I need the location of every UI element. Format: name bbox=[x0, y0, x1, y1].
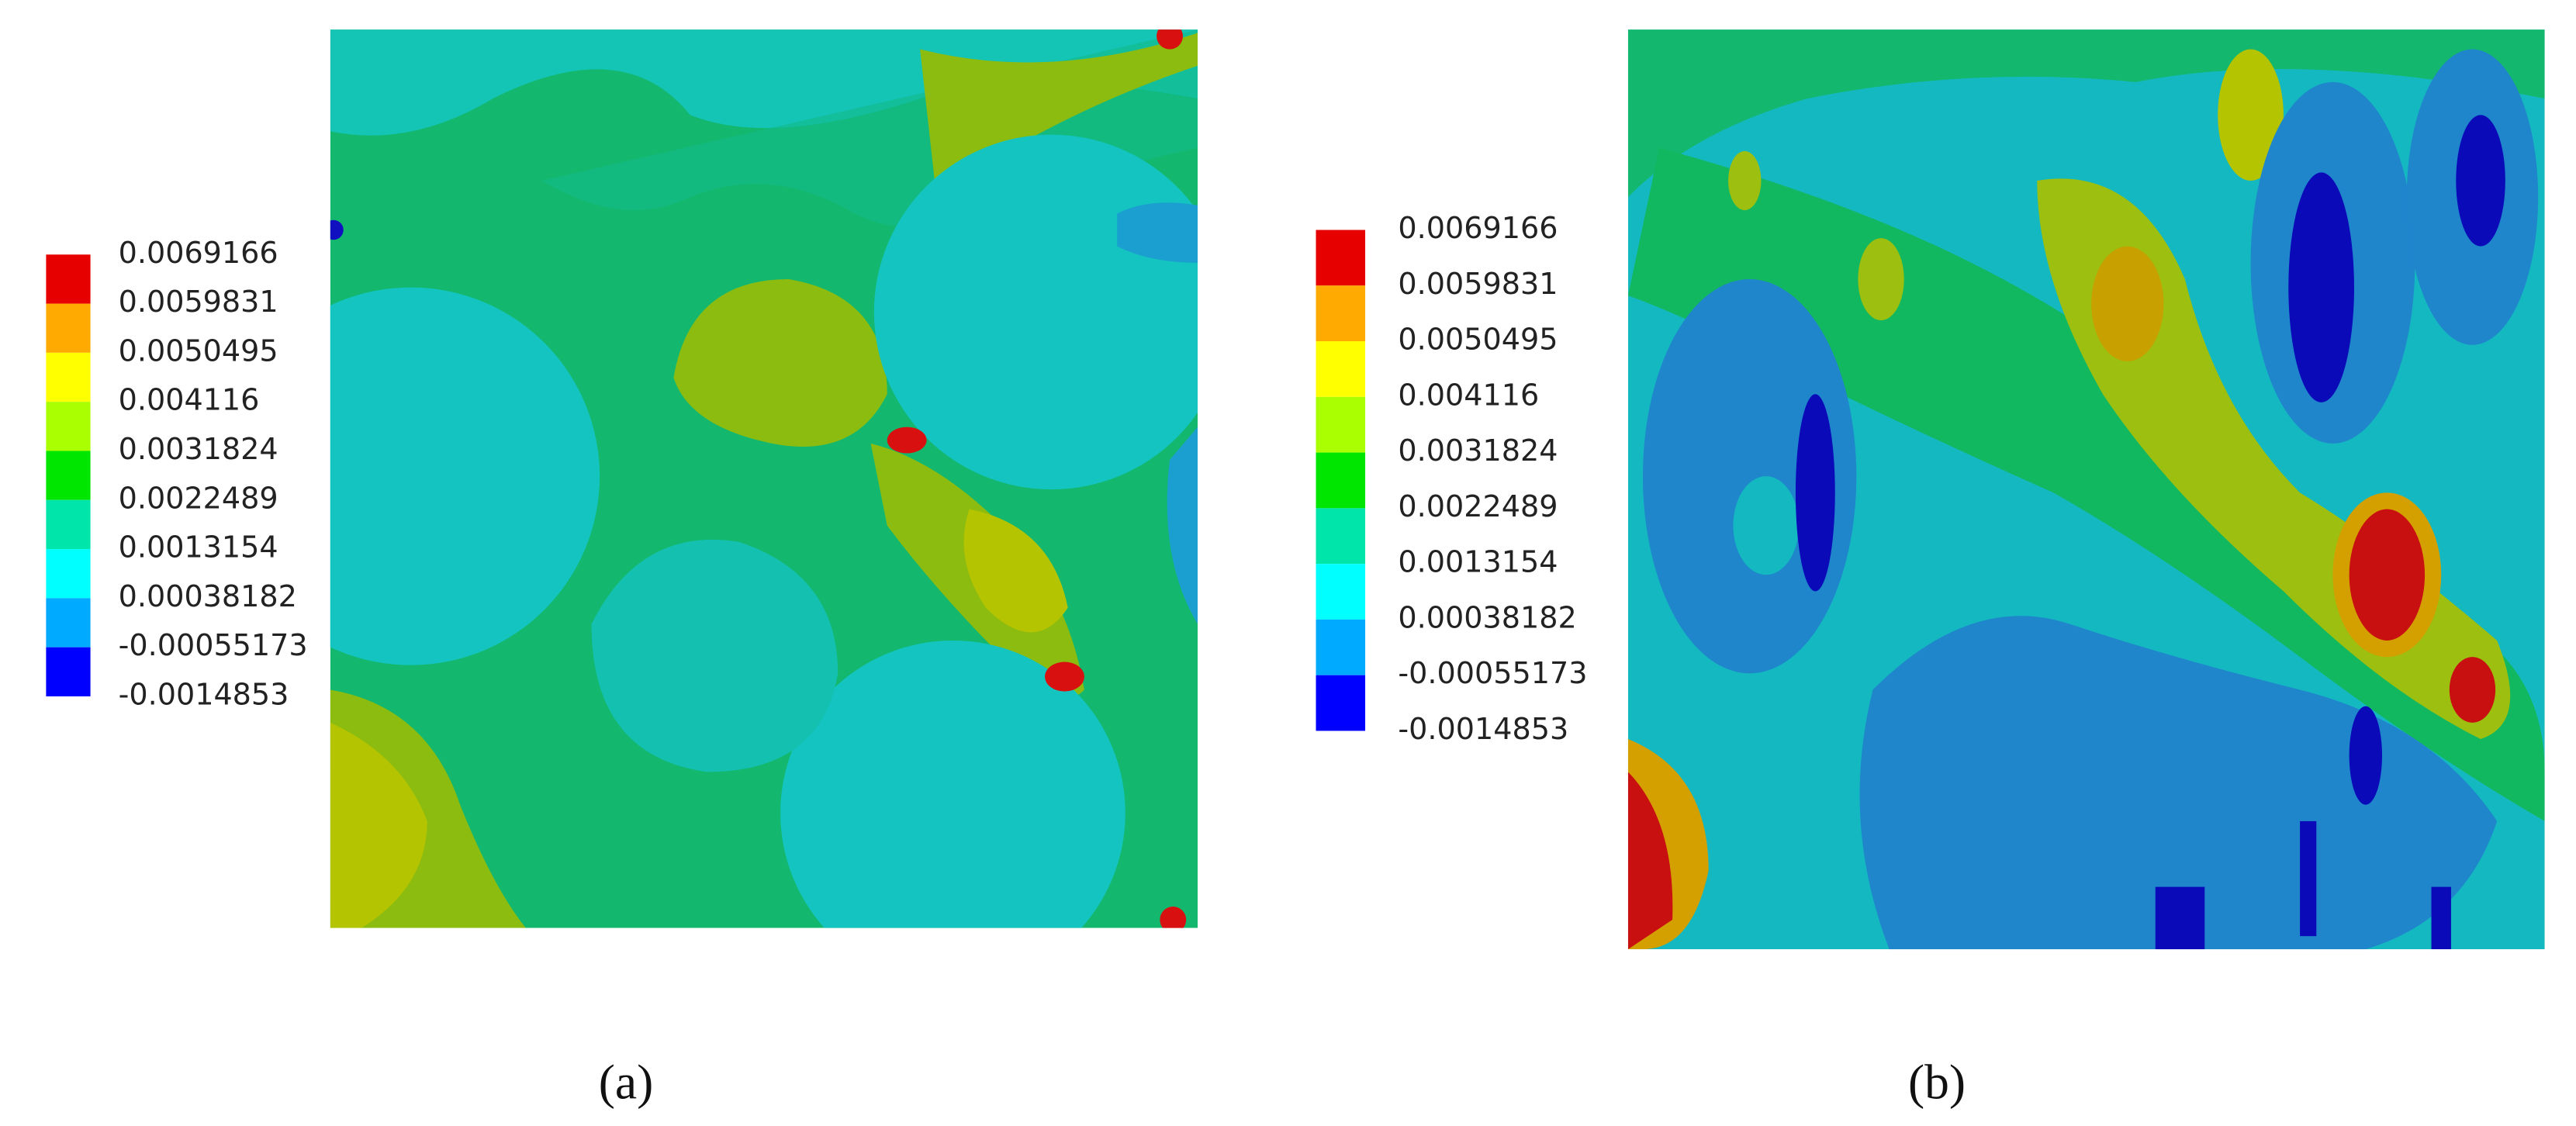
legend-label: 0.0059831 bbox=[119, 285, 278, 319]
contour-plot-b bbox=[1627, 29, 2545, 950]
legend-label: 0.00038182 bbox=[119, 579, 297, 613]
legend-swatch bbox=[46, 254, 91, 304]
legend-label: 0.0031824 bbox=[1398, 433, 1558, 468]
panel-caption: (a) bbox=[599, 1055, 654, 1110]
legend-swatch bbox=[1316, 564, 1366, 620]
legend-label: 0.0050495 bbox=[1398, 323, 1558, 357]
legend-label: 0.00038182 bbox=[1398, 600, 1576, 634]
legend-label: 0.0013154 bbox=[1398, 545, 1558, 579]
legend-swatch bbox=[46, 352, 91, 402]
legend-label: -0.0014853 bbox=[1398, 712, 1568, 746]
legend-swatch bbox=[1316, 452, 1366, 509]
legend-label: 0.0069166 bbox=[1398, 211, 1558, 245]
legend-label: 0.0069166 bbox=[119, 236, 278, 270]
legend-swatch bbox=[1316, 341, 1366, 397]
legend-swatch bbox=[46, 451, 91, 500]
legend-label: -0.00055173 bbox=[119, 628, 308, 662]
legend-label: 0.0059831 bbox=[1398, 267, 1558, 301]
legend-swatch bbox=[46, 303, 91, 353]
legend-swatch bbox=[1316, 396, 1366, 453]
legend-label: 0.0031824 bbox=[119, 432, 278, 466]
legend-swatch bbox=[46, 499, 91, 550]
legend-label: -0.00055173 bbox=[1398, 656, 1587, 690]
legend-label: 0.004116 bbox=[1398, 378, 1539, 412]
legend-label: 0.0022489 bbox=[119, 481, 278, 515]
legend-label: 0.0050495 bbox=[119, 333, 278, 368]
legend-swatch bbox=[1316, 285, 1366, 342]
legend-swatch bbox=[1316, 619, 1366, 675]
legend-swatch bbox=[1316, 508, 1366, 565]
legend-swatch bbox=[46, 549, 91, 599]
legend-label: 0.004116 bbox=[119, 383, 260, 417]
legend-label: 0.0022489 bbox=[1398, 489, 1558, 523]
legend-swatch bbox=[46, 598, 91, 648]
legend-swatch bbox=[46, 647, 91, 696]
contour-plot-a bbox=[330, 29, 1198, 928]
legends: 0.0069166 0.0059831 0.0050495 0.004116 0.003… bbox=[46, 211, 1966, 1110]
legend-label: -0.0014853 bbox=[119, 677, 289, 711]
panel-caption: (b) bbox=[1908, 1055, 1966, 1110]
legend-swatch bbox=[46, 402, 91, 451]
legend-swatch bbox=[1316, 675, 1366, 731]
legend-label: 0.0013154 bbox=[119, 530, 278, 565]
legend-swatch bbox=[1316, 230, 1366, 286]
